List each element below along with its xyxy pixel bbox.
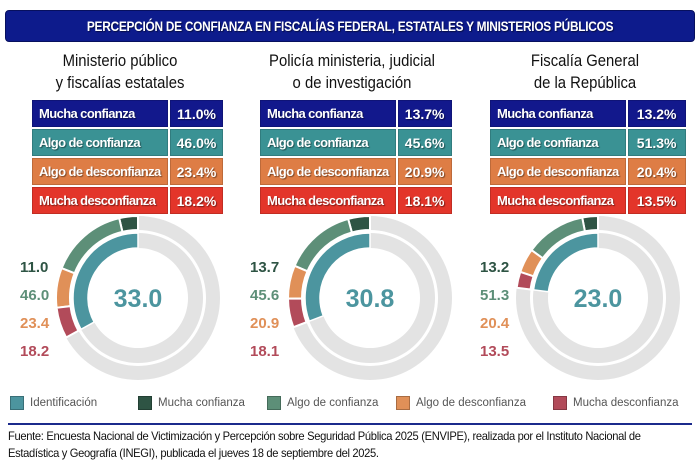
donut-ministerio: 33.0 xyxy=(55,214,221,380)
table-row: Algo de confianza 46.0% xyxy=(32,129,224,156)
row-label: Algo de confianza xyxy=(32,129,168,156)
legend-swatch xyxy=(396,396,410,410)
table-row: Mucha desconfianza 13.5% xyxy=(490,187,686,214)
table-row: Algo de confianza 51.3% xyxy=(490,129,686,156)
legend-swatch xyxy=(553,396,567,410)
label-algo-desconfianza: 20.9 xyxy=(250,315,280,332)
row-label: Mucha confianza xyxy=(260,100,396,127)
legend-label: Algo de desconfianza xyxy=(416,397,526,409)
label-algo-confianza: 45.6 xyxy=(250,287,280,304)
row-label: Mucha desconfianza xyxy=(490,187,626,214)
panel-title-line: Policía ministeria, judicial xyxy=(269,52,435,70)
row-label: Algo de desconfianza xyxy=(490,158,626,185)
page-title: PERCEPCIÓN DE CONFIANZA EN FISCALÍAS FED… xyxy=(86,18,614,34)
label-algo-desconfianza: 23.4 xyxy=(20,315,50,332)
row-label: Algo de desconfianza xyxy=(260,158,396,185)
row-value: 46.0% xyxy=(169,129,224,156)
donut-policia: 30.8 xyxy=(286,214,453,380)
table-row: Algo de desconfianza 20.9% xyxy=(260,158,452,185)
segment-identificacion xyxy=(532,232,599,293)
table-row: Mucha confianza 13.7% xyxy=(260,100,452,127)
row-label: Mucha confianza xyxy=(32,100,168,127)
label-mucha-confianza: 11.0 xyxy=(20,259,49,276)
segment-mucha-desconfianza xyxy=(286,297,308,329)
row-value: 18.1% xyxy=(397,187,452,214)
source-note: Fuente: Encuesta Nacional de Victimizaci… xyxy=(8,429,641,460)
panel-title-line: y fiscalías estatales xyxy=(55,74,185,92)
legend-item-algo-confianza: Algo de confianza xyxy=(267,396,378,410)
row-value: 51.3% xyxy=(627,129,686,156)
legend-item-mucha-confianza: Mucha confianza xyxy=(138,396,245,410)
legend-label: Mucha confianza xyxy=(158,397,245,409)
panel-title-policia: Policía ministeria, judicial o de invest… xyxy=(258,50,447,94)
legend-item-mucha-desconfianza: Mucha desconfianza xyxy=(553,396,678,410)
row-value: 20.9% xyxy=(397,158,452,185)
table-row: Algo de desconfianza 23.4% xyxy=(32,158,224,185)
row-label: Algo de desconfianza xyxy=(32,158,168,185)
segment-identificacion xyxy=(304,232,371,323)
panel-title-line: Ministerio público xyxy=(62,52,178,70)
legend-label: Identificación xyxy=(30,397,98,409)
table-row: Algo de desconfianza 20.4% xyxy=(490,158,686,185)
segment-identificacion xyxy=(72,232,139,331)
label-algo-desconfianza: 20.4 xyxy=(480,315,510,332)
legend-item-algo-desconfianza: Algo de desconfianza xyxy=(396,396,526,410)
panel-title-line: o de investigación xyxy=(292,74,412,92)
panel-title-ministerio: Ministerio público y fiscalías estatales xyxy=(30,50,210,94)
table-row: Algo de confianza 45.6% xyxy=(260,129,452,156)
legend-label: Algo de confianza xyxy=(287,397,379,409)
panel-title-line: de la República xyxy=(533,74,637,92)
table-row: Mucha desconfianza 18.1% xyxy=(260,187,452,214)
label-algo-confianza: 51.3 xyxy=(480,287,510,304)
table-ministerio: Mucha confianza 11.0% Algo de confianza 46… xyxy=(30,98,225,216)
donut-charts: 33.0 30.8 23.0 xyxy=(55,214,681,380)
label-mucha-confianza: 13.7 xyxy=(250,259,280,276)
row-label: Mucha desconfianza xyxy=(32,187,168,214)
legend-swatch xyxy=(10,396,24,410)
divider xyxy=(8,423,692,425)
row-value: 23.4% xyxy=(169,158,224,185)
table-row: Mucha confianza 13.2% xyxy=(490,100,686,127)
legend-swatch xyxy=(138,396,152,410)
row-label: Mucha desconfianza xyxy=(260,187,396,214)
center-value: 23.0 xyxy=(574,285,623,313)
segment-mucha-desconfianza xyxy=(55,305,80,339)
row-value: 13.5% xyxy=(627,187,686,214)
row-label: Mucha confianza xyxy=(490,100,626,127)
label-mucha-desconfianza: 13.5 xyxy=(480,343,510,360)
row-value: 13.7% xyxy=(397,100,452,127)
table-row: Mucha desconfianza 18.2% xyxy=(32,187,224,214)
segment-algo-desconfianza xyxy=(55,266,76,309)
title-banner: PERCEPCIÓN DE CONFIANZA EN FISCALÍAS FED… xyxy=(5,10,695,42)
table-fiscalia: Mucha confianza 13.2% Algo de confianza 51… xyxy=(488,98,688,216)
label-mucha-desconfianza: 18.2 xyxy=(20,343,50,360)
panel-title-line: Fiscalía General xyxy=(530,52,640,70)
legend-swatch xyxy=(267,396,281,410)
segment-mucha-desconfianza xyxy=(515,270,535,291)
row-value: 11.0% xyxy=(169,100,224,127)
table-row: Mucha confianza 11.0% xyxy=(32,100,224,127)
row-value: 45.6% xyxy=(397,129,452,156)
legend-label: Mucha desconfianza xyxy=(573,397,679,409)
legend: Identificación Mucha confianza Algo de c… xyxy=(10,396,700,416)
row-value: 13.2% xyxy=(627,100,686,127)
donut-fiscalia: 23.0 xyxy=(515,214,681,380)
table-policia: Mucha confianza 13.7% Algo de confianza 45… xyxy=(258,98,454,216)
center-value: 30.8 xyxy=(346,285,395,313)
row-label: Algo de confianza xyxy=(260,129,396,156)
row-value: 18.2% xyxy=(169,187,224,214)
label-mucha-desconfianza: 18.1 xyxy=(250,343,280,360)
legend-item-identificacion: Identificación xyxy=(10,396,97,410)
row-label: Algo de confianza xyxy=(490,129,626,156)
center-value: 33.0 xyxy=(114,285,163,313)
row-value: 20.4% xyxy=(627,158,686,185)
label-algo-confianza: 46.0 xyxy=(20,287,50,304)
panel-title-fiscalia: Fiscalía General de la República xyxy=(495,50,675,94)
label-mucha-confianza: 13.2 xyxy=(480,259,510,276)
